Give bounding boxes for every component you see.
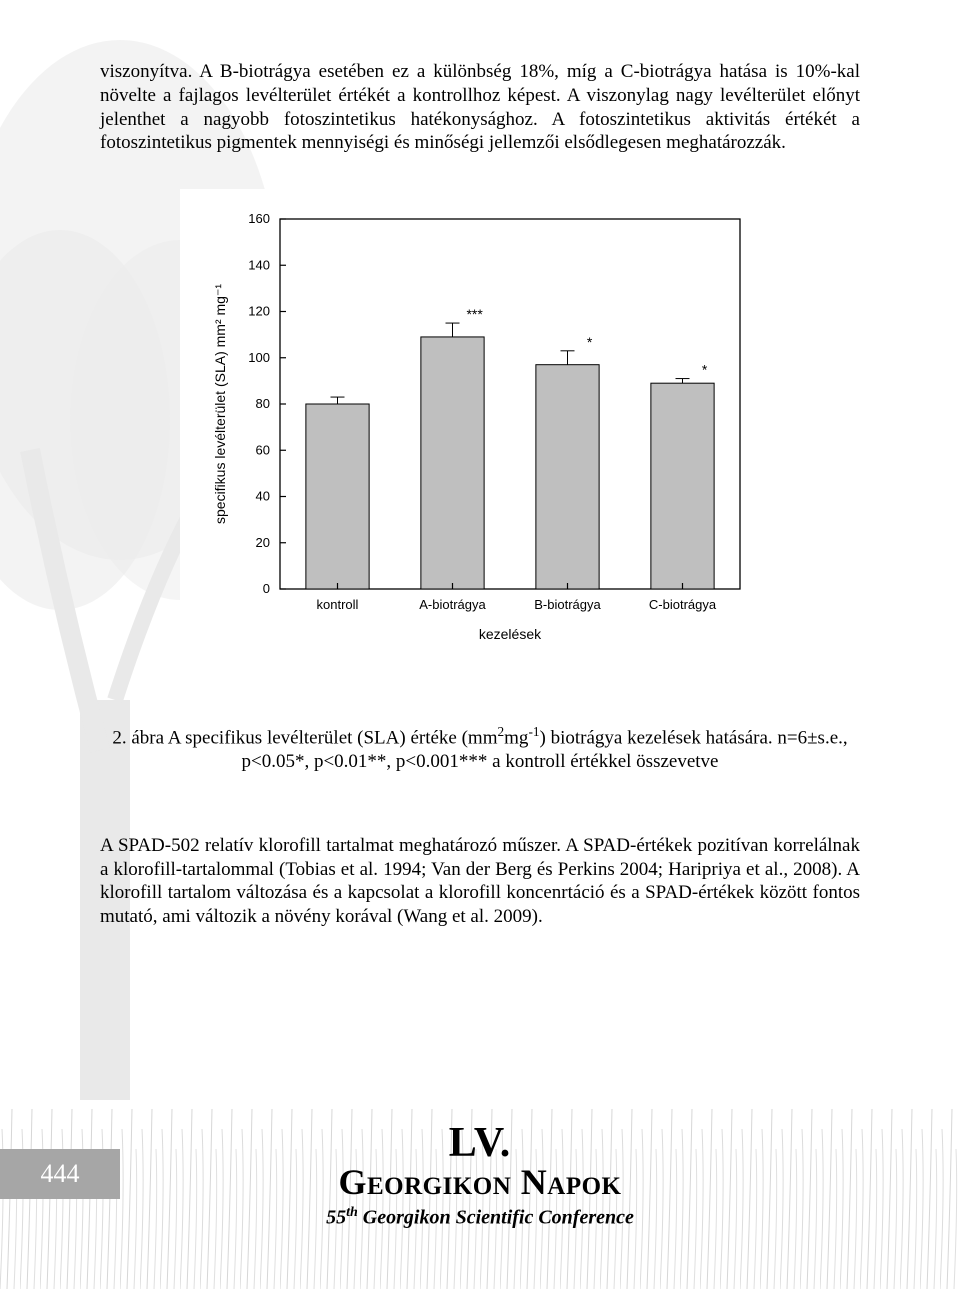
sla-bar-chart: 0 20 40 60 80 100 120 140 160 kontroll *** A-biotrá… — [180, 189, 780, 684]
page-number-badge: 444 — [0, 1149, 120, 1199]
svg-text:60: 60 — [256, 442, 270, 457]
footer-sub-pre: 55 — [326, 1207, 346, 1229]
svg-text:*: * — [702, 362, 708, 378]
page-footer: LV. Georgikon Napok 55th Georgikon Scien… — [0, 1119, 960, 1289]
svg-text:40: 40 — [256, 489, 270, 504]
svg-text:140: 140 — [248, 257, 270, 272]
caption-sup2: -1 — [528, 724, 539, 739]
svg-text:100: 100 — [248, 350, 270, 365]
svg-text:160: 160 — [248, 211, 270, 226]
caption-line2: p<0.05*, p<0.01**, p<0.001*** a kontroll… — [242, 751, 719, 772]
svg-text:80: 80 — [256, 396, 270, 411]
footer-roman: LV. — [0, 1119, 960, 1167]
svg-text:120: 120 — [248, 304, 270, 319]
caption-mid1: mg — [504, 727, 528, 748]
svg-text:kontroll: kontroll — [317, 597, 359, 612]
footer-sub-sup: th — [346, 1205, 358, 1220]
svg-text:*: * — [587, 334, 593, 350]
footer-title: Georgikon Napok — [0, 1161, 960, 1203]
footer-sub-post: Georgikon Scientific Conference — [358, 1207, 634, 1229]
svg-text:specifikus levélterület (SLA): specifikus levélterület (SLA) mm² mg⁻¹ — [212, 284, 228, 524]
svg-text:0: 0 — [263, 581, 270, 596]
figure-caption: 2. ábra A specifikus levélterület (SLA) … — [100, 724, 860, 774]
svg-text:***: *** — [466, 306, 483, 322]
footer-subtitle: 55th Georgikon Scientific Conference — [0, 1205, 960, 1230]
svg-text:A-biotrágya: A-biotrágya — [419, 597, 486, 612]
paragraph-intro: viszonyítva. A B-biotrágya esetében ez a… — [100, 60, 860, 155]
svg-text:kezelések: kezelések — [479, 626, 542, 642]
caption-mid2: ) biotrágya kezelések hatására. n=6±s.e.… — [540, 727, 848, 748]
caption-text: 2. ábra A specifikus levélterület (SLA) … — [112, 727, 497, 748]
page-number: 444 — [41, 1159, 80, 1189]
svg-text:20: 20 — [256, 535, 270, 550]
svg-text:C-biotrágya: C-biotrágya — [649, 597, 717, 612]
svg-text:B-biotrágya: B-biotrágya — [534, 597, 601, 612]
paragraph-spad: A SPAD-502 relatív klorofill tartalmat m… — [100, 834, 860, 929]
